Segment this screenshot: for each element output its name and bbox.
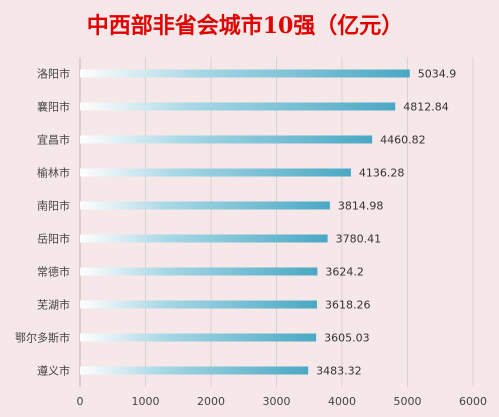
data-label: 3624.2 bbox=[325, 266, 364, 279]
category-label: 襄阳市 bbox=[37, 100, 70, 114]
x-tick-label: 1000 bbox=[132, 395, 160, 408]
x-tick-label: 3000 bbox=[263, 395, 291, 408]
data-label: 5034.9 bbox=[418, 68, 457, 81]
bar bbox=[80, 102, 396, 111]
category-label: 洛阳市 bbox=[37, 67, 70, 81]
category-label: 芜湖市 bbox=[37, 298, 70, 312]
data-labels: 5034.9 4812.84 4460.82 4136.28 3814.98 3780.4… bbox=[316, 68, 456, 378]
data-label: 4136.28 bbox=[359, 167, 405, 180]
bar bbox=[80, 168, 351, 177]
data-label: 3618.26 bbox=[325, 299, 371, 312]
bar bbox=[80, 69, 410, 78]
bar bbox=[80, 267, 318, 276]
x-tick-labels: 0 1000 2000 3000 4000 5000 6000 bbox=[77, 395, 488, 408]
bar bbox=[80, 201, 330, 210]
data-label: 3780.41 bbox=[336, 233, 382, 246]
bar bbox=[80, 300, 317, 309]
data-label: 3483.32 bbox=[316, 365, 362, 378]
x-tick-label: 0 bbox=[77, 395, 84, 408]
gridlines bbox=[79, 57, 474, 387]
category-label: 岳阳市 bbox=[37, 232, 70, 246]
data-label: 4812.84 bbox=[403, 101, 449, 114]
bar bbox=[80, 135, 373, 144]
category-label: 常德市 bbox=[37, 265, 70, 279]
x-tick-label: 5000 bbox=[394, 395, 422, 408]
category-label: 宜昌市 bbox=[37, 133, 70, 147]
x-tick-label: 6000 bbox=[459, 395, 487, 408]
bars bbox=[80, 69, 410, 375]
bar bbox=[80, 333, 317, 342]
category-label: 榆林市 bbox=[37, 166, 70, 180]
category-label: 遵义市 bbox=[37, 364, 70, 378]
x-tick-label: 4000 bbox=[328, 395, 356, 408]
data-label: 4460.82 bbox=[380, 134, 426, 147]
chart-title: 中西部非省会城市10强（亿元） bbox=[87, 13, 404, 39]
data-label: 3605.03 bbox=[324, 332, 370, 345]
category-label: 鄂尔多斯市 bbox=[15, 331, 70, 345]
x-tick-label: 2000 bbox=[197, 395, 225, 408]
bar bbox=[80, 234, 328, 243]
bar bbox=[80, 366, 309, 375]
category-label: 南阳市 bbox=[37, 199, 70, 213]
data-label: 3814.98 bbox=[338, 200, 384, 213]
